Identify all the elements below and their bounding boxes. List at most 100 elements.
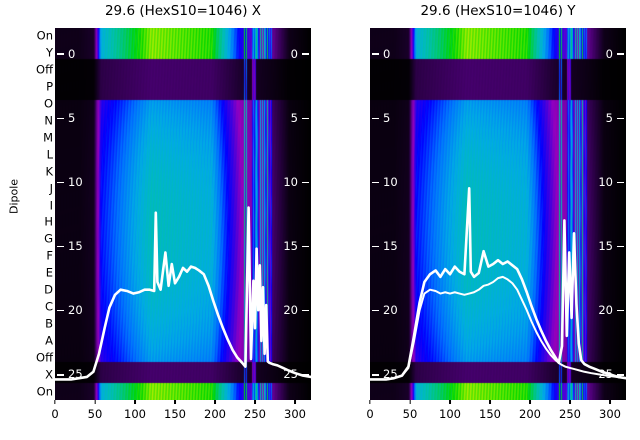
y-tick-y-panel-r-2: 15 <box>598 239 624 253</box>
tick-mark-icon <box>302 245 309 248</box>
tick-mark-icon <box>57 53 64 55</box>
y-tick-label: 15 <box>598 239 613 254</box>
tick-mark-icon <box>94 400 96 404</box>
profile-line-y-1 <box>370 275 626 381</box>
tick-mark-icon <box>489 400 491 404</box>
x-tick-label: 300 <box>284 407 306 421</box>
x-tick-right-0: 0 <box>366 400 374 421</box>
category-tick-left-13: F <box>46 248 53 263</box>
category-tick-left-10: I <box>49 197 53 212</box>
x-axis-left: 0 50 100 150 200 250 300 <box>51 400 311 438</box>
tick-mark-icon <box>372 53 379 55</box>
panel-title-y: 29.6 (HexS10=1046) Y <box>420 3 576 19</box>
y-tick-y-panel-l-4: 5 <box>372 111 390 125</box>
y-tick-label: 25 <box>283 367 298 382</box>
x-tick-label: 150 <box>479 407 501 421</box>
y-tick-y-panel-r-1: 20 <box>598 303 624 317</box>
category-tick-left-17: B <box>45 316 53 331</box>
y-tick-x-panel-r-0: 25 <box>283 367 309 381</box>
y-tick-label: 25 <box>598 367 613 382</box>
tick-mark-icon <box>369 400 371 404</box>
tick-mark-icon <box>57 309 64 312</box>
y-tick-label: 0 <box>605 46 613 61</box>
x-tick-right-6: 300 <box>599 400 621 421</box>
tick-mark-icon <box>449 400 451 404</box>
y-tick-label: 20 <box>283 303 298 318</box>
y-tick-y-panel-l-0: 25 <box>372 367 398 381</box>
tick-mark-icon <box>617 117 624 120</box>
y-tick-label: 15 <box>283 239 298 254</box>
y-tick-x-panel-r-3: 10 <box>283 175 309 189</box>
category-tick-left-3: P <box>46 79 53 94</box>
y-tick-x-panel-l-5: 0 <box>57 47 75 61</box>
y-tick-x-panel-l-4: 5 <box>57 111 75 125</box>
x-tick-right-3: 150 <box>479 400 501 421</box>
x-tick-right-4: 200 <box>519 400 541 421</box>
y-tick-x-panel-r-1: 20 <box>283 303 309 317</box>
tick-mark-icon <box>372 309 379 312</box>
y-tick-label: 10 <box>598 174 613 189</box>
category-tick-left-2: Off <box>36 62 53 77</box>
heatmap-panel-y: 25 25 20 20 15 15 10 10 5 5 0 0 <box>370 28 626 400</box>
tick-mark-icon <box>174 400 176 404</box>
x-tick-label: 50 <box>87 407 103 421</box>
y-tick-y-panel-l-5: 0 <box>372 47 390 61</box>
tick-mark-icon <box>617 309 624 312</box>
tick-mark-icon <box>57 117 64 120</box>
tick-mark-icon <box>529 400 531 404</box>
tick-mark-icon <box>57 374 64 376</box>
y-tick-label: 15 <box>383 239 398 254</box>
y-tick-x-panel-l-0: 25 <box>57 367 83 381</box>
y-tick-label: 0 <box>290 46 298 61</box>
tick-mark-icon <box>372 181 379 184</box>
y-tick-x-panel-l-3: 10 <box>57 175 83 189</box>
x-tick-left-1: 50 <box>87 400 103 421</box>
tick-mark-icon <box>569 400 571 404</box>
tick-mark-icon <box>302 374 309 376</box>
tick-mark-icon <box>302 117 309 120</box>
x-tick-left-2: 100 <box>124 400 146 421</box>
x-tick-label: 0 <box>51 407 59 421</box>
tick-mark-icon <box>302 53 309 55</box>
x-tick-label: 250 <box>559 407 581 421</box>
x-tick-right-1: 50 <box>402 400 418 421</box>
x-tick-label: 200 <box>519 407 541 421</box>
category-tick-left-21: On <box>36 383 53 398</box>
y-tick-label: 20 <box>598 303 613 318</box>
tick-mark-icon <box>302 309 309 312</box>
category-tick-left-5: N <box>44 113 53 128</box>
category-axis-left: On Y Off P O N M L K J I H G F E D C B A Off X On <box>19 28 53 400</box>
y-tick-label: 20 <box>68 303 83 318</box>
y-tick-y-panel-r-4: 5 <box>606 111 624 125</box>
x-tick-left-0: 0 <box>51 400 59 421</box>
y-tick-label: 10 <box>68 174 83 189</box>
tick-mark-icon <box>372 245 379 248</box>
y-tick-y-panel-r-3: 10 <box>598 175 624 189</box>
heatmap-panel-x: 25 25 20 20 15 15 10 10 5 5 0 0 <box>55 28 311 400</box>
x-tick-label: 200 <box>204 407 226 421</box>
y-tick-y-panel-l-2: 15 <box>372 239 398 253</box>
y-tick-x-panel-r-2: 15 <box>283 239 309 253</box>
y-tick-label: 20 <box>383 303 398 318</box>
y-tick-x-panel-r-4: 5 <box>291 111 309 125</box>
y-tick-label: 10 <box>283 174 298 189</box>
y-tick-label: 10 <box>383 174 398 189</box>
category-tick-left-14: E <box>45 265 53 280</box>
profile-line-x-0 <box>55 206 311 381</box>
y-tick-label: 5 <box>383 110 391 125</box>
tick-mark-icon <box>54 400 56 404</box>
tick-mark-icon <box>134 400 136 404</box>
x-tick-left-3: 150 <box>164 400 186 421</box>
profile-traces-x <box>55 206 311 381</box>
y-tick-label: 25 <box>68 367 83 382</box>
tick-mark-icon <box>409 400 411 404</box>
tick-mark-icon <box>617 53 624 55</box>
tick-mark-icon <box>372 374 379 376</box>
profile-traces-y <box>370 187 626 381</box>
category-tick-left-7: L <box>46 147 53 162</box>
category-tick-left-4: O <box>43 96 53 111</box>
category-tick-left-0: On <box>36 28 53 43</box>
x-tick-label: 50 <box>402 407 418 421</box>
x-tick-left-4: 200 <box>204 400 226 421</box>
category-tick-left-15: D <box>44 282 53 297</box>
